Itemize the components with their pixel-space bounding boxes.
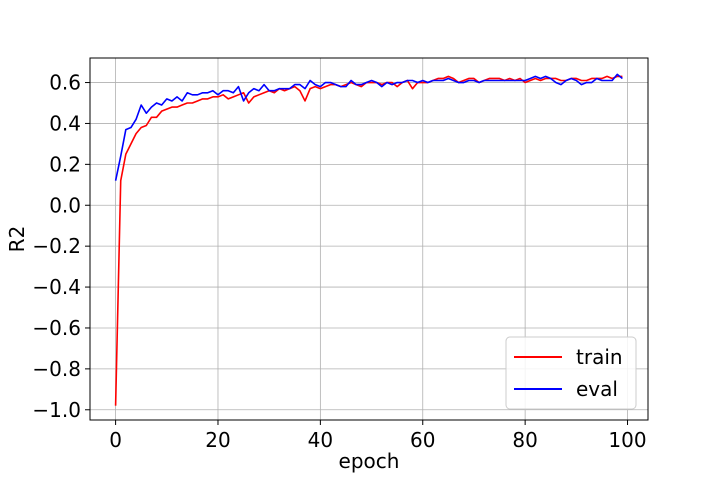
y-tick-label: 0.0: [49, 193, 81, 217]
y-tick-label: 0.2: [49, 152, 81, 176]
y-tick-label: 0.4: [49, 111, 81, 135]
x-axis-label: epoch: [339, 449, 400, 473]
series-line-eval: [114, 73, 623, 181]
y-tick-label: −0.4: [32, 275, 81, 299]
series-lines: [114, 73, 623, 406]
x-ticks: 0 20 40 60 80 100: [109, 420, 647, 452]
legend-eval-label: eval: [576, 377, 618, 401]
y-tick-label: −0.6: [32, 316, 81, 340]
y-axis-label: R2: [5, 226, 29, 253]
x-tick-label: 80: [512, 428, 537, 452]
plot-frame: [89, 57, 649, 421]
x-tick-label: 100: [608, 428, 646, 452]
legend-train-label: train: [576, 345, 623, 369]
grid: [90, 58, 648, 420]
y-tick-label: −0.8: [32, 357, 81, 381]
y-ticks: −1.0 −0.8 −0.6 −0.4 −0.2 0.0 0.2 0.4 0.6: [32, 71, 90, 422]
x-tick-label: 20: [205, 428, 230, 452]
y-tick-label: −1.0: [32, 398, 81, 422]
x-tick-label: 60: [410, 428, 435, 452]
y-tick-label: 0.6: [49, 71, 81, 95]
x-tick-label: 0: [109, 428, 122, 452]
series-line-train: [114, 75, 623, 406]
legend: train eval: [505, 336, 637, 410]
y-tick-label: −0.2: [32, 234, 81, 258]
legend-box: [505, 336, 637, 410]
x-tick-label: 40: [308, 428, 333, 452]
